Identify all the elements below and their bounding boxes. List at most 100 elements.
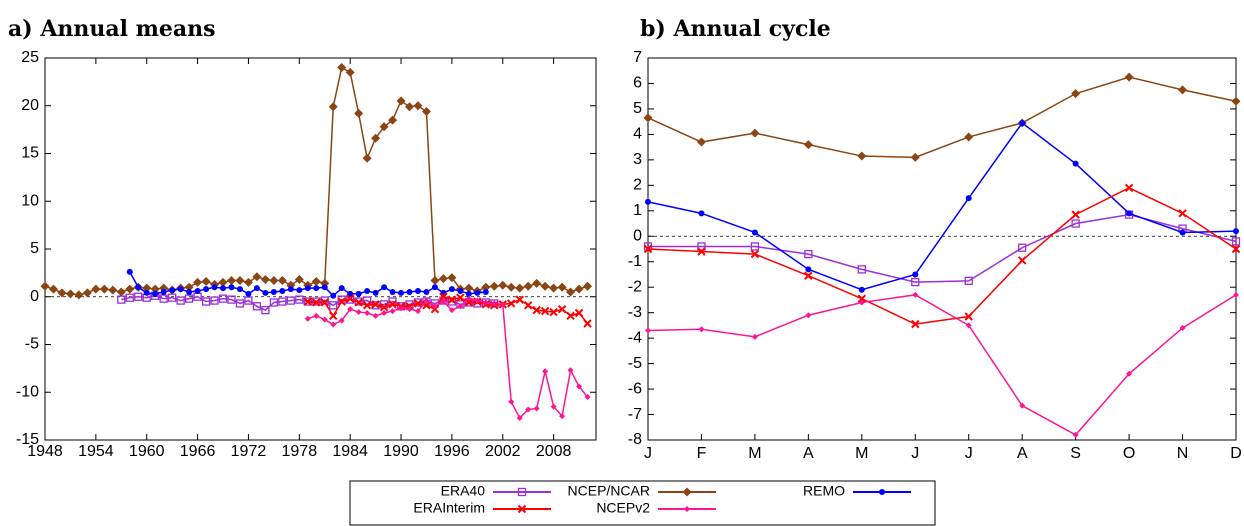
data-point bbox=[253, 285, 260, 292]
series-line bbox=[307, 295, 589, 324]
data-point bbox=[549, 283, 559, 293]
data-point bbox=[1178, 209, 1187, 218]
x-tick-label: 1990 bbox=[383, 443, 419, 460]
data-point bbox=[372, 289, 379, 296]
data-point bbox=[1126, 370, 1133, 377]
legend-marker bbox=[684, 506, 690, 512]
legend-marker bbox=[879, 489, 885, 495]
data-point bbox=[177, 286, 184, 293]
data-point bbox=[236, 286, 243, 293]
plot-frame bbox=[44, 57, 597, 441]
data-point bbox=[345, 67, 355, 77]
data-point bbox=[1233, 228, 1239, 235]
data-point bbox=[523, 281, 533, 291]
data-point bbox=[379, 303, 389, 312]
data-point bbox=[438, 274, 448, 284]
y-tick-label: 2 bbox=[633, 177, 642, 194]
x-tick-label: O bbox=[1123, 445, 1135, 462]
data-point bbox=[413, 101, 423, 111]
data-point bbox=[278, 297, 287, 306]
data-point bbox=[964, 312, 973, 321]
y-tick-label: -2 bbox=[628, 278, 642, 295]
chart-title: a) Annual means bbox=[8, 16, 216, 42]
data-point bbox=[474, 289, 481, 296]
data-point bbox=[447, 273, 457, 283]
legend-marker bbox=[517, 487, 527, 497]
data-point bbox=[1179, 324, 1186, 331]
data-point bbox=[159, 294, 168, 303]
data-point bbox=[413, 299, 423, 308]
data-point bbox=[698, 210, 705, 217]
y-tick-label: 5 bbox=[633, 100, 642, 117]
y-tick-label: 25 bbox=[21, 49, 39, 66]
data-point bbox=[574, 284, 584, 294]
data-point bbox=[321, 284, 328, 291]
data-point bbox=[152, 290, 159, 297]
legend-marker bbox=[517, 504, 527, 514]
data-point bbox=[295, 295, 304, 304]
data-point bbox=[396, 96, 406, 106]
data-point bbox=[805, 266, 812, 273]
data-point bbox=[482, 299, 489, 306]
data-point bbox=[193, 277, 203, 287]
x-tick-label: J bbox=[965, 445, 973, 462]
y-tick-label: 5 bbox=[30, 240, 39, 257]
x-tick-label: A bbox=[803, 445, 814, 462]
x-tick-label: 1954 bbox=[78, 443, 114, 460]
data-point bbox=[751, 333, 758, 340]
y-tick-label: 0 bbox=[30, 288, 39, 305]
y-tick-label: -6 bbox=[628, 380, 642, 397]
data-point bbox=[135, 284, 142, 291]
x-tick-label: 2002 bbox=[485, 443, 521, 460]
data-point bbox=[364, 288, 371, 295]
data-point bbox=[194, 288, 201, 295]
data-point bbox=[398, 289, 405, 296]
data-point bbox=[566, 311, 575, 321]
data-point bbox=[643, 244, 653, 254]
data-point bbox=[108, 285, 118, 295]
data-point bbox=[320, 296, 329, 305]
data-point bbox=[99, 284, 109, 294]
data-point bbox=[1018, 243, 1027, 252]
data-point bbox=[218, 277, 228, 287]
y-tick-label: -5 bbox=[628, 355, 642, 372]
data-point bbox=[91, 284, 101, 294]
legend-box bbox=[349, 480, 936, 526]
data-point bbox=[227, 295, 236, 304]
data-point bbox=[286, 296, 295, 305]
data-point bbox=[260, 275, 270, 285]
legend-label: NCEPv2 bbox=[596, 500, 650, 516]
plot-frame bbox=[647, 57, 1237, 441]
data-point bbox=[804, 249, 813, 259]
data-point bbox=[448, 307, 455, 314]
data-point bbox=[371, 133, 381, 143]
data-point bbox=[235, 276, 245, 286]
data-point bbox=[858, 299, 865, 306]
data-point bbox=[857, 265, 866, 274]
data-point bbox=[347, 290, 354, 297]
data-point bbox=[805, 312, 812, 319]
data-point bbox=[499, 301, 506, 308]
data-point bbox=[218, 294, 228, 303]
y-tick-label: -10 bbox=[16, 383, 39, 400]
data-point bbox=[406, 306, 413, 313]
data-point bbox=[964, 132, 974, 142]
data-point bbox=[220, 285, 227, 292]
data-point bbox=[910, 152, 920, 162]
data-point bbox=[557, 282, 567, 292]
y-tick-label: 20 bbox=[21, 97, 39, 114]
data-point bbox=[303, 297, 312, 306]
data-point bbox=[320, 298, 329, 307]
x-tick-label: D bbox=[1230, 445, 1242, 462]
data-point bbox=[583, 319, 592, 328]
data-point bbox=[312, 298, 321, 307]
data-point bbox=[911, 319, 920, 329]
data-point bbox=[456, 293, 465, 302]
data-point bbox=[1124, 72, 1134, 82]
data-point bbox=[423, 297, 430, 304]
y-tick-label: -8 bbox=[628, 431, 642, 448]
data-point bbox=[116, 287, 126, 297]
data-point bbox=[329, 301, 338, 310]
data-point bbox=[176, 296, 185, 305]
data-point bbox=[134, 292, 143, 301]
